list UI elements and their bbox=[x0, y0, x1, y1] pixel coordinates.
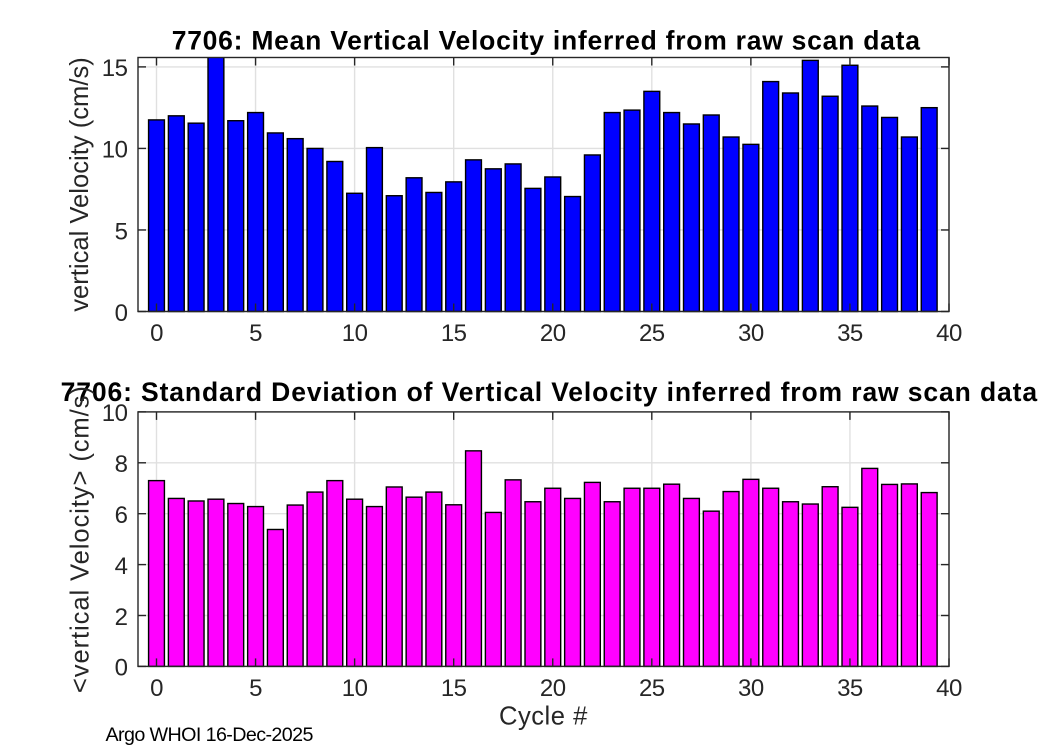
svg-text:20: 20 bbox=[540, 675, 566, 702]
svg-text:15: 15 bbox=[102, 55, 128, 82]
svg-text:0: 0 bbox=[115, 655, 128, 682]
svg-text:7706: Mean Vertical Velocity i: 7706: Mean Vertical Velocity inferred fr… bbox=[172, 25, 921, 55]
svg-text:30: 30 bbox=[738, 320, 764, 347]
svg-text:25: 25 bbox=[639, 675, 665, 702]
svg-text:40: 40 bbox=[936, 320, 962, 347]
svg-text:10: 10 bbox=[102, 137, 128, 164]
svg-text:10: 10 bbox=[342, 320, 368, 347]
svg-text:0: 0 bbox=[115, 300, 128, 327]
svg-text:0: 0 bbox=[150, 675, 163, 702]
svg-text:vertical Velocity (cm/s): vertical Velocity (cm/s) bbox=[66, 57, 94, 312]
svg-text:5: 5 bbox=[115, 218, 128, 245]
svg-text:15: 15 bbox=[441, 675, 467, 702]
svg-text:35: 35 bbox=[837, 675, 863, 702]
svg-text:<vertical Velocity> (cm/s): <vertical Velocity> (cm/s) bbox=[67, 385, 95, 693]
svg-text:7706: Standard Deviation of Ve: 7706: Standard Deviation of Vertical Vel… bbox=[61, 377, 1038, 407]
svg-text:Cycle #: Cycle # bbox=[499, 702, 588, 730]
svg-text:5: 5 bbox=[249, 320, 262, 347]
svg-text:25: 25 bbox=[639, 320, 665, 347]
svg-text:Argo WHOI 16-Dec-2025: Argo WHOI 16-Dec-2025 bbox=[106, 724, 314, 746]
svg-text:2: 2 bbox=[115, 604, 128, 631]
svg-text:15: 15 bbox=[441, 320, 467, 347]
svg-text:5: 5 bbox=[249, 675, 262, 702]
svg-text:8: 8 bbox=[115, 451, 128, 478]
svg-text:35: 35 bbox=[837, 320, 863, 347]
svg-text:4: 4 bbox=[115, 553, 128, 580]
svg-text:0: 0 bbox=[150, 320, 163, 347]
svg-text:10: 10 bbox=[342, 675, 368, 702]
svg-text:30: 30 bbox=[738, 675, 764, 702]
svg-text:40: 40 bbox=[936, 675, 962, 702]
svg-text:6: 6 bbox=[115, 502, 128, 529]
svg-text:10: 10 bbox=[102, 400, 128, 427]
svg-text:20: 20 bbox=[540, 320, 566, 347]
